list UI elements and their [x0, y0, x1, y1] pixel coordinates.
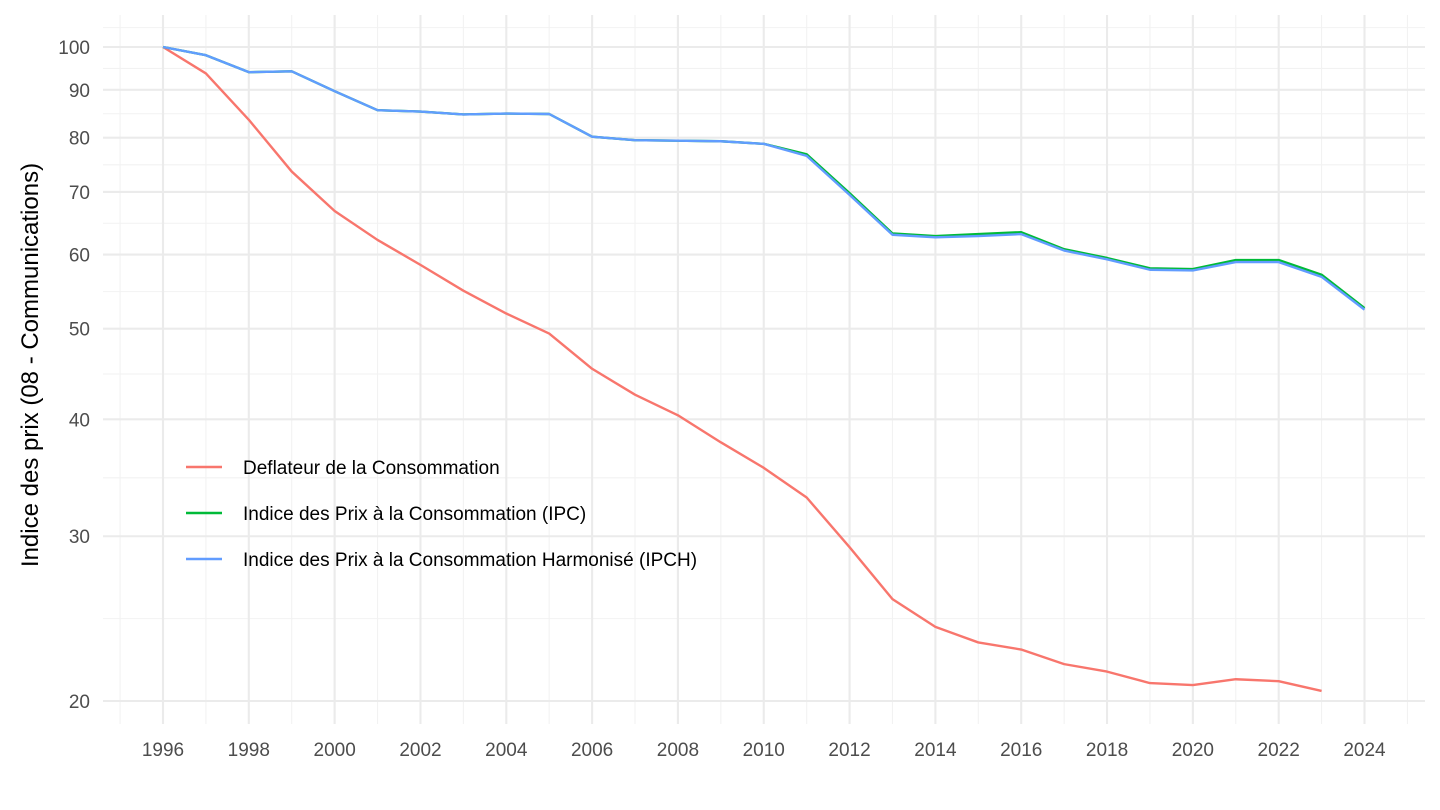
major-gridlines-x [161, 15, 1366, 724]
legend-item-ipc: Indice des Prix à la Consommation (IPC) [186, 504, 586, 525]
series-layer [162, 45, 1366, 693]
y-tick-label: 50 [69, 320, 90, 341]
y-axis-title: Indice des prix (08 - Communications) [17, 163, 44, 567]
y-tick-label: 70 [69, 183, 90, 204]
y-axis-tick-labels: 20 30 40 50 60 70 80 90 100 [58, 38, 90, 713]
legend-item-ipch: Indice des Prix à la Consommation Harmon… [186, 550, 697, 571]
series-ipch [162, 45, 1366, 311]
minor-gridlines-x [119, 15, 1408, 724]
legend-label-ipc: Indice des Prix à la Consommation (IPC) [243, 504, 586, 525]
x-tick-label: 1998 [228, 740, 270, 761]
x-tick-label: 2016 [1000, 740, 1042, 761]
legend-label-deflateur: Deflateur de la Consommation [243, 458, 500, 479]
series-deflateur [162, 45, 1322, 693]
y-tick-label: 40 [69, 410, 90, 431]
series-line-ipch [162, 45, 1366, 311]
legend: Deflateur de la Consommation Indice des P… [186, 458, 697, 571]
x-tick-label: 2022 [1258, 740, 1300, 761]
x-axis-tick-labels: 1996 1998 2000 2002 2004 2006 2008 2010 2012 2014… [142, 740, 1386, 761]
x-tick-label: 2012 [828, 740, 870, 761]
y-tick-label: 60 [69, 246, 90, 267]
x-tick-label: 2002 [399, 740, 441, 761]
x-tick-label: 2006 [571, 740, 613, 761]
x-tick-label: 2018 [1086, 740, 1128, 761]
x-tick-label: 1996 [142, 740, 184, 761]
x-tick-label: 2020 [1172, 740, 1214, 761]
y-tick-label: 100 [58, 38, 90, 59]
x-tick-label: 2008 [657, 740, 699, 761]
y-tick-label: 30 [69, 527, 90, 548]
x-tick-label: 2010 [743, 740, 785, 761]
x-tick-label: 2004 [485, 740, 528, 761]
y-tick-label: 20 [69, 692, 90, 713]
x-tick-label: 2024 [1343, 740, 1386, 761]
legend-item-deflateur: Deflateur de la Consommation [186, 458, 500, 479]
y-tick-label: 80 [69, 129, 90, 150]
legend-label-ipch: Indice des Prix à la Consommation Harmon… [243, 550, 697, 571]
series-line-deflateur [162, 45, 1322, 693]
x-tick-label: 2000 [314, 740, 356, 761]
x-tick-label: 2014 [914, 740, 957, 761]
y-tick-label: 90 [69, 81, 90, 102]
